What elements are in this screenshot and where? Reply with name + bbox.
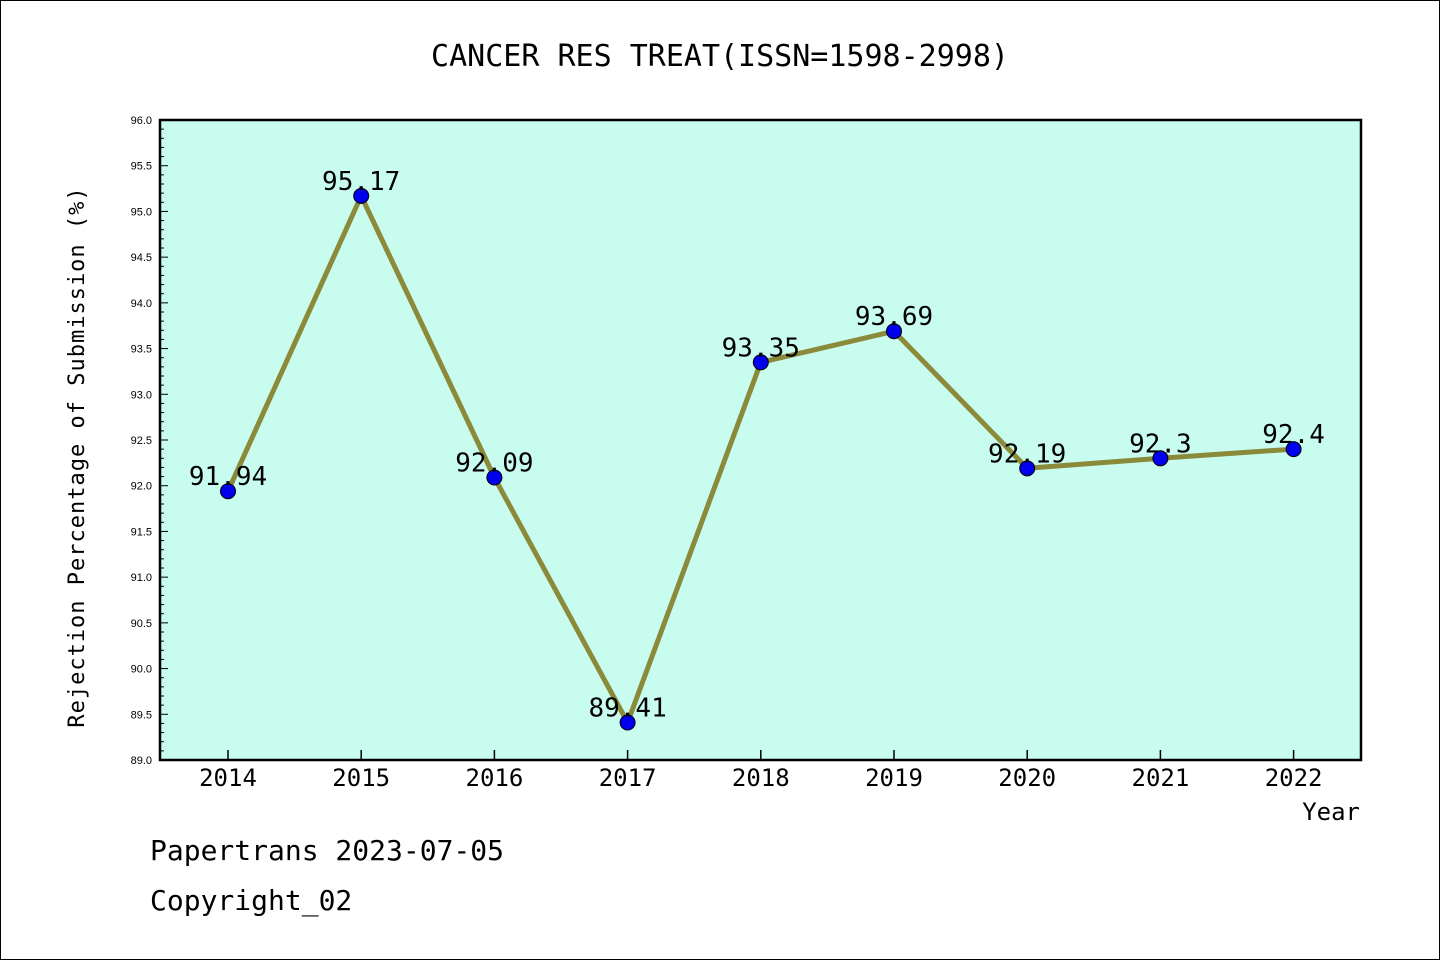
data-point [1019,460,1036,477]
x-tick-label: 2017 [599,764,657,792]
chart-title: CANCER RES TREAT(ISSN=1598-2998) [431,39,1009,74]
y-tick-label: 94.5 [131,252,152,264]
data-point [752,354,769,371]
data-label: 92.19 [988,439,1066,469]
data-point [353,187,370,204]
data-point [886,323,902,340]
data-label: 92.4 [1262,420,1325,450]
data-label: 95.17 [322,167,400,197]
x-tick-label: 2019 [865,764,923,792]
data-point [1152,450,1169,467]
y-tick-label: 90.0 [131,664,152,676]
y-tick-label: 93.0 [131,389,152,401]
x-tick-label: 2016 [466,764,524,792]
data-label: 92.3 [1129,429,1192,459]
y-tick-label: 89.0 [131,755,152,767]
series-layer: 91.94 95.17 92.09 89.41 93.35 93.69 92.19 92.3 9… [189,167,1325,731]
y-tick-label: 93.5 [131,344,152,356]
x-axis-label: Year [1302,798,1360,826]
y-axis: 89.0 89.5 90.0 90.5 91.0 91.5 92.0 92.5 93.0 93.5… [131,115,168,767]
y-axis-label: Rejection Percentage of Submission (%) [65,186,90,727]
data-point [1285,441,1302,458]
y-tick-label: 96.0 [131,115,152,127]
data-label: 89.41 [588,694,666,724]
data-label: 92.09 [455,448,533,478]
data-label: 93.69 [855,302,933,332]
y-tick-label: 95.0 [131,206,152,218]
x-tick-label: 2022 [1265,764,1323,792]
data-point [619,714,636,731]
y-tick-label: 94.0 [131,298,152,310]
y-tick-label: 91.5 [131,526,152,538]
x-tick-label: 2020 [998,764,1056,792]
footer-date: Papertrans 2023-07-05 [150,834,505,867]
y-tick-label: 95.5 [131,161,152,173]
plot-area [158,118,1363,762]
data-point [220,483,236,500]
y-tick-label: 90.5 [131,618,152,630]
y-tick-label: 92.0 [131,481,152,493]
y-tick-label: 89.5 [131,709,152,721]
x-tick-label: 2021 [1132,764,1190,792]
x-tick-label: 2015 [332,764,390,792]
y-tick-label: 92.5 [131,435,152,447]
x-tick-label: 2014 [199,764,257,792]
data-point [486,469,503,486]
footer-copyright: Copyright_02 [150,884,353,917]
x-tick-label: 2018 [732,764,790,792]
x-axis: 2014 2015 2016 2017 2018 2019 2020 2021 2022 [199,750,1322,792]
y-tick-label: 91.0 [131,572,152,584]
data-label: 93.35 [722,333,800,363]
data-label: 91.94 [189,462,267,492]
